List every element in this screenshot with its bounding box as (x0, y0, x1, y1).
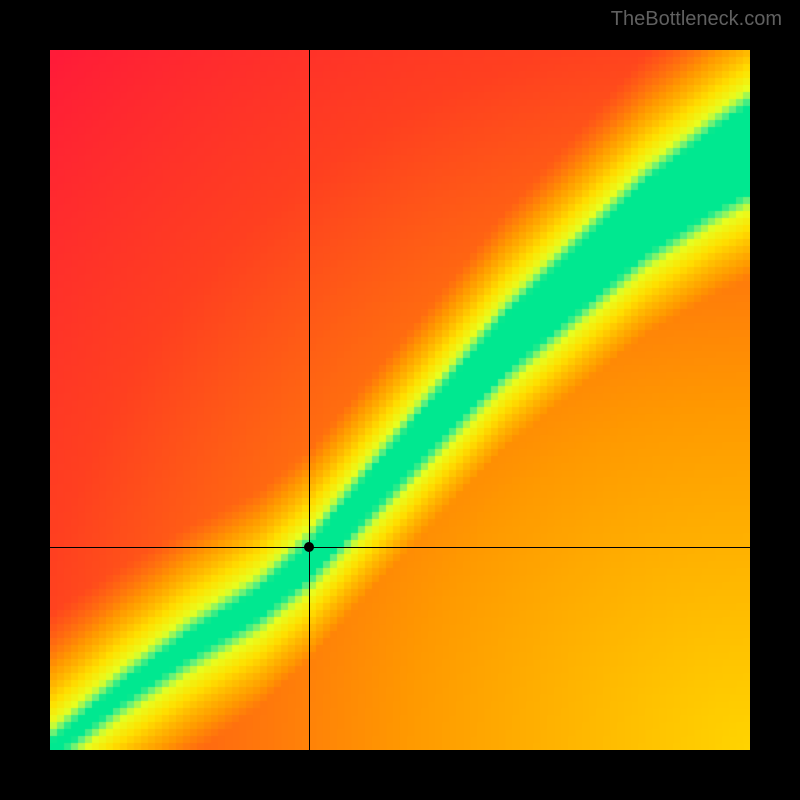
selection-marker (304, 542, 314, 552)
bottleneck-heatmap (50, 50, 750, 750)
chart-container: TheBottleneck.com (0, 0, 800, 800)
crosshair-vertical (309, 50, 310, 750)
source-watermark: TheBottleneck.com (611, 8, 782, 31)
crosshair-horizontal (50, 547, 750, 548)
